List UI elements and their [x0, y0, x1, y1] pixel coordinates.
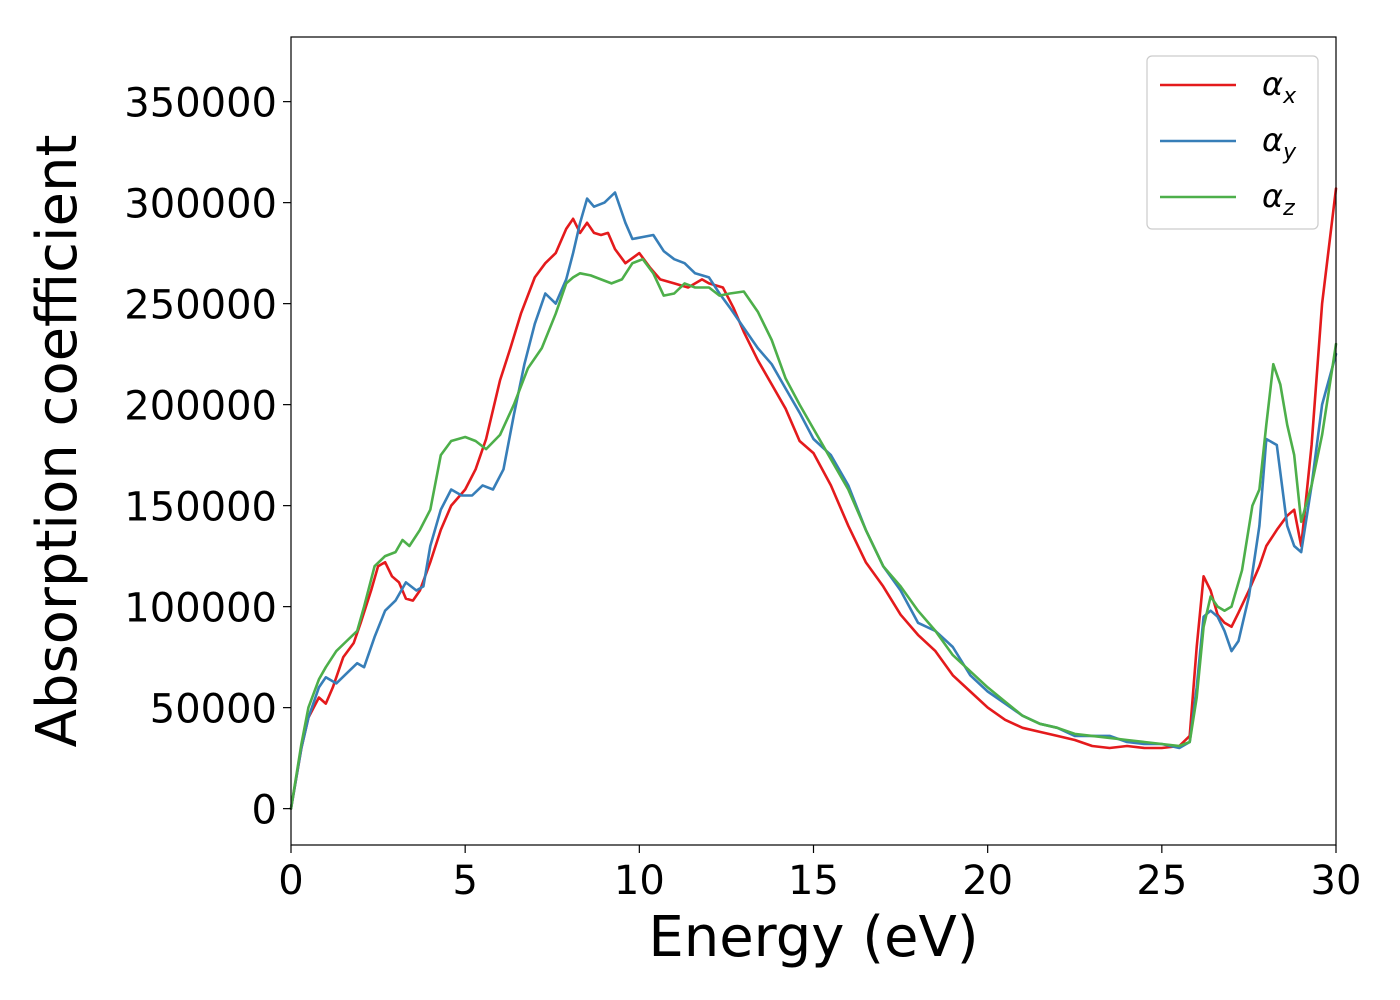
legend-label-z: αz — [1262, 177, 1295, 221]
y-tick-label: 300000 — [124, 182, 277, 228]
legend-box — [1146, 55, 1319, 230]
ticks-layer: 0 5 10 15 20 25 30 0 50000 100000 150000 200000 2500… — [124, 81, 1361, 904]
y-axis-label: Absorption coefficient — [25, 135, 90, 748]
y-tick-label: 150000 — [124, 485, 277, 531]
y-tick-label: 350000 — [124, 81, 277, 127]
series-line-z — [289, 257, 1338, 810]
series-line-y — [289, 191, 1338, 810]
x-tick-label: 20 — [962, 858, 1013, 904]
y-tick-label: 0 — [252, 788, 277, 834]
x-tick-label: 25 — [1136, 858, 1187, 904]
x-tick-label: 0 — [278, 858, 303, 904]
series-layer — [289, 187, 1338, 810]
x-axis-label: Energy (eV) — [648, 905, 978, 970]
y-tick-label: 100000 — [124, 586, 277, 632]
y-tick-label: 50000 — [150, 687, 277, 733]
legend-subscript: x — [1282, 84, 1297, 109]
x-tick-label: 5 — [452, 858, 477, 904]
x-tick-label: 30 — [1311, 858, 1362, 904]
series-line-x — [289, 187, 1338, 810]
legend-label-y: αy — [1262, 121, 1297, 165]
x-tick-label: 10 — [614, 858, 665, 904]
legend-symbol: α — [1262, 121, 1283, 159]
legend-subscript: y — [1282, 140, 1297, 165]
legend-label-x: αx — [1262, 65, 1297, 109]
y-tick-label: 250000 — [124, 283, 277, 329]
y-tick-label: 200000 — [124, 384, 277, 430]
legend-symbol: α — [1262, 177, 1283, 215]
legend-subscript: z — [1282, 196, 1295, 221]
x-tick-label: 15 — [788, 858, 839, 904]
legend-symbol: α — [1262, 65, 1283, 103]
